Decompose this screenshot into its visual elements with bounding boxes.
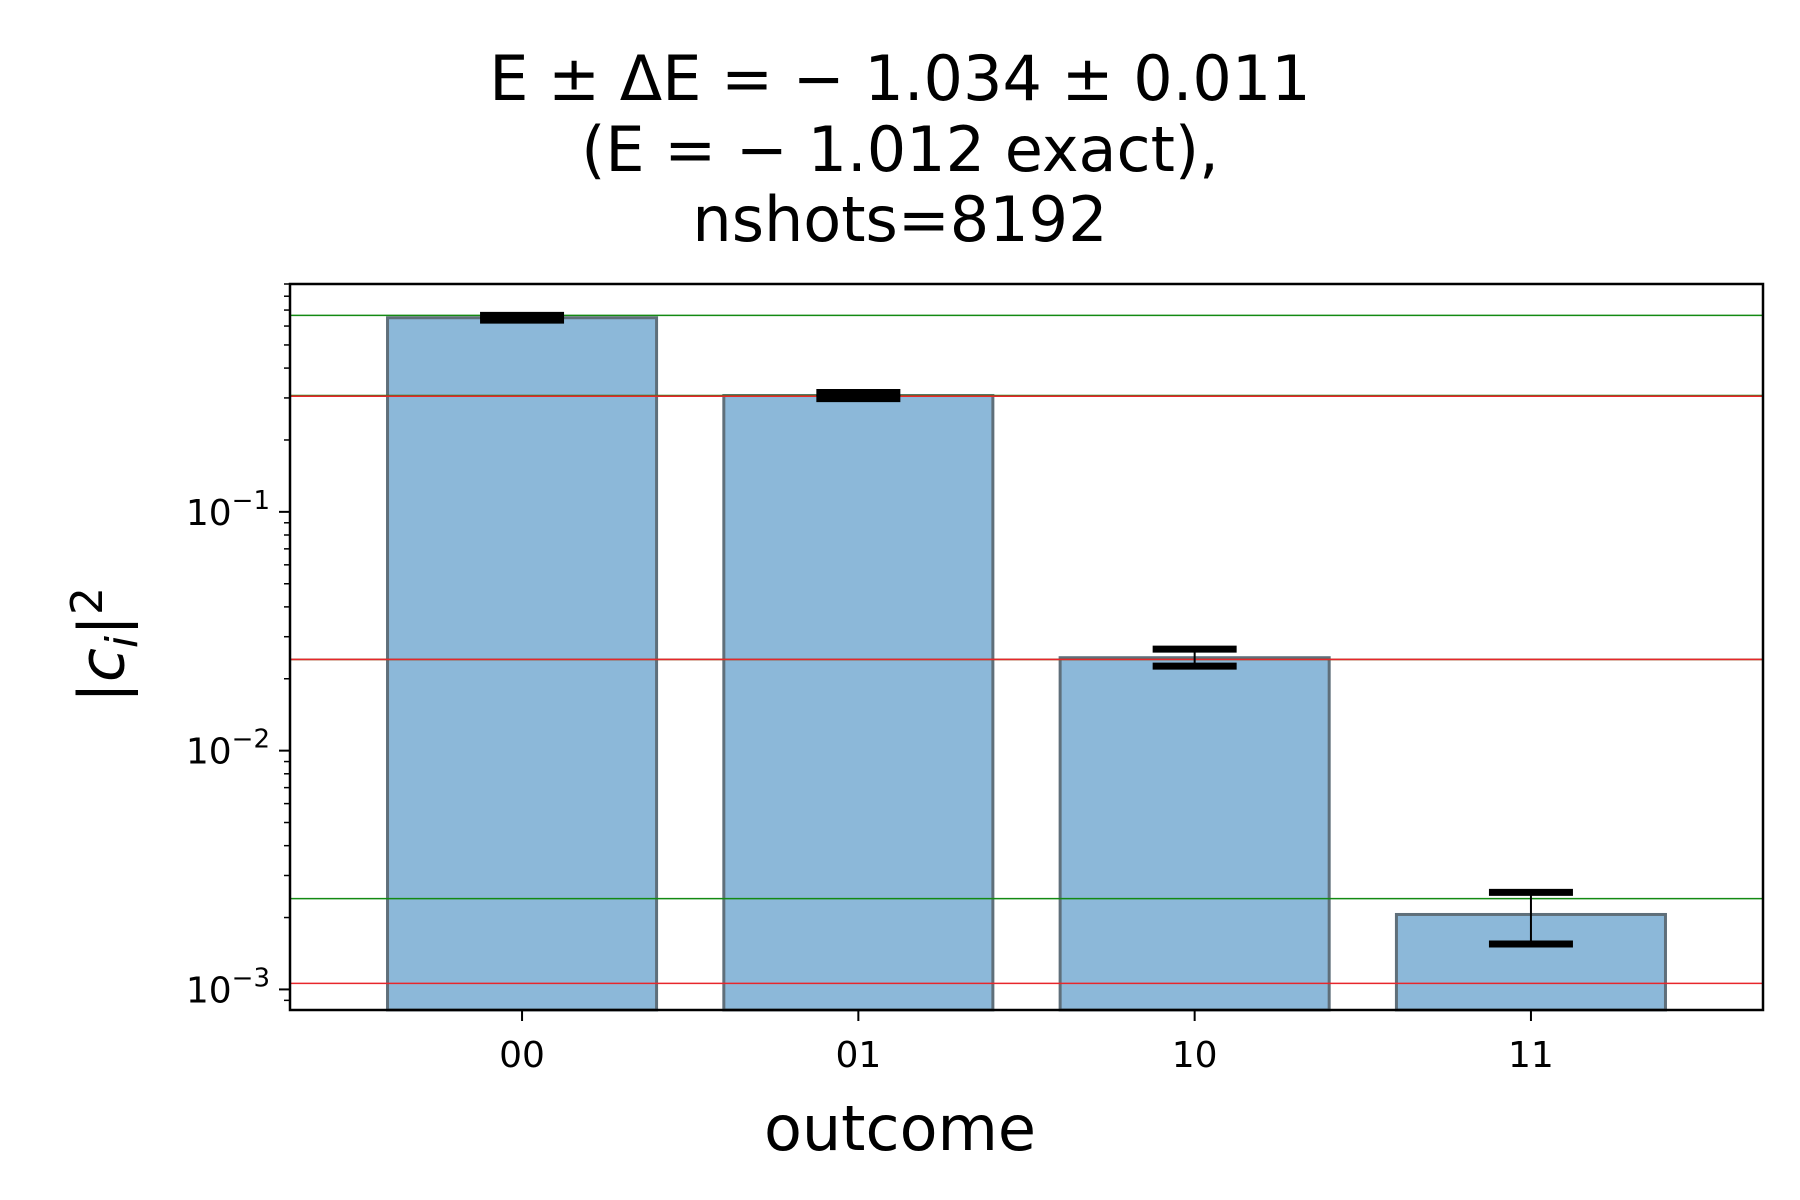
y-axis-label: |ci|2 <box>61 586 149 704</box>
chart-title-line-1: E ± ΔE = − 1.034 ± 0.011 <box>489 42 1311 115</box>
bar-10 <box>1058 656 1331 1012</box>
x-axis-label: outcome <box>763 1092 1037 1165</box>
y-tick-label-0.001: 10−3 <box>186 963 270 1011</box>
x-tick-label-01: 01 <box>835 1035 881 1076</box>
chart-title-line-2: (E = − 1.012 exact), <box>581 113 1219 186</box>
x-tick-label-00: 00 <box>499 1035 545 1076</box>
chart-title-line-3: nshots=8192 <box>692 183 1108 256</box>
x-tick-label-10: 10 <box>1172 1035 1218 1076</box>
y-tick-label-0.01: 10−2 <box>186 725 270 773</box>
y-tick-label-0.1: 10−1 <box>186 486 270 534</box>
bar-01 <box>722 394 995 1012</box>
bar-00 <box>386 316 659 1012</box>
x-tick-label-11: 11 <box>1508 1035 1554 1076</box>
axes-frame <box>288 282 1765 1012</box>
